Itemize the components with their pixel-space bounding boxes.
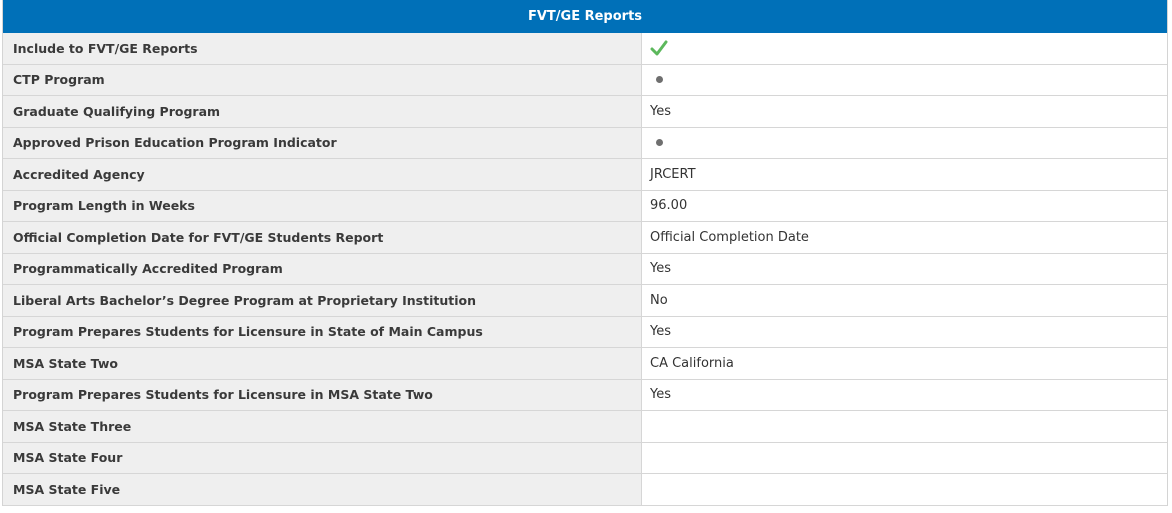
row-label: Program Prepares Students for Licensure … xyxy=(3,316,642,347)
row-value: Official Completion Date xyxy=(642,222,1167,253)
table-row: MSA State Three xyxy=(3,411,1167,443)
table-row: Include to FVT/GE Reports xyxy=(3,33,1167,65)
table-row: Approved Prison Education Program Indica… xyxy=(3,127,1167,159)
checkmark-icon xyxy=(650,40,668,56)
row-label: Accredited Agency xyxy=(3,159,642,190)
row-label: MSA State Two xyxy=(3,348,642,379)
table-row: Program Prepares Students for Licensure … xyxy=(3,379,1167,411)
table-row: Graduate Qualifying Program Yes xyxy=(3,96,1167,128)
row-value xyxy=(642,411,1167,442)
bullet-icon xyxy=(656,76,663,84)
row-label: Liberal Arts Bachelor’s Degree Program a… xyxy=(3,285,642,316)
row-label: Programmatically Accredited Program xyxy=(3,253,642,284)
row-value: Yes xyxy=(642,379,1167,410)
table-row: MSA State Four xyxy=(3,442,1167,474)
table-row: MSA State Five xyxy=(3,474,1167,506)
row-value: JRCERT xyxy=(642,159,1167,190)
row-value: Yes xyxy=(642,96,1167,127)
table-row: MSA State Two CA California xyxy=(3,348,1167,380)
row-value xyxy=(642,64,1167,95)
row-label: MSA State Five xyxy=(3,474,642,505)
row-label: Include to FVT/GE Reports xyxy=(3,33,642,64)
table-row: Programmatically Accredited Program Yes xyxy=(3,253,1167,285)
row-value: CA California xyxy=(642,348,1167,379)
row-label: Official Completion Date for FVT/GE Stud… xyxy=(3,222,642,253)
row-label: MSA State Four xyxy=(3,442,642,473)
row-label: Program Prepares Students for Licensure … xyxy=(3,379,642,410)
row-label: MSA State Three xyxy=(3,411,642,442)
row-value xyxy=(642,474,1167,505)
row-label: Approved Prison Education Program Indica… xyxy=(3,127,642,158)
table-row: Accredited Agency JRCERT xyxy=(3,159,1167,191)
row-label: CTP Program xyxy=(3,64,642,95)
table-row: Program Prepares Students for Licensure … xyxy=(3,316,1167,348)
row-value: Yes xyxy=(642,316,1167,347)
row-value xyxy=(642,33,1167,64)
row-value: No xyxy=(642,285,1167,316)
table-row: CTP Program xyxy=(3,64,1167,96)
table-row: Liberal Arts Bachelor’s Degree Program a… xyxy=(3,285,1167,317)
table-row: Official Completion Date for FVT/GE Stud… xyxy=(3,222,1167,254)
row-label: Graduate Qualifying Program xyxy=(3,96,642,127)
table-row: Program Length in Weeks 96.00 xyxy=(3,190,1167,222)
bullet-icon xyxy=(656,139,663,147)
row-value xyxy=(642,127,1167,158)
row-value xyxy=(642,442,1167,473)
row-label: Program Length in Weeks xyxy=(3,190,642,221)
row-value: 96.00 xyxy=(642,190,1167,221)
row-value: Yes xyxy=(642,253,1167,284)
panel-title: FVT/GE Reports xyxy=(3,0,1167,33)
